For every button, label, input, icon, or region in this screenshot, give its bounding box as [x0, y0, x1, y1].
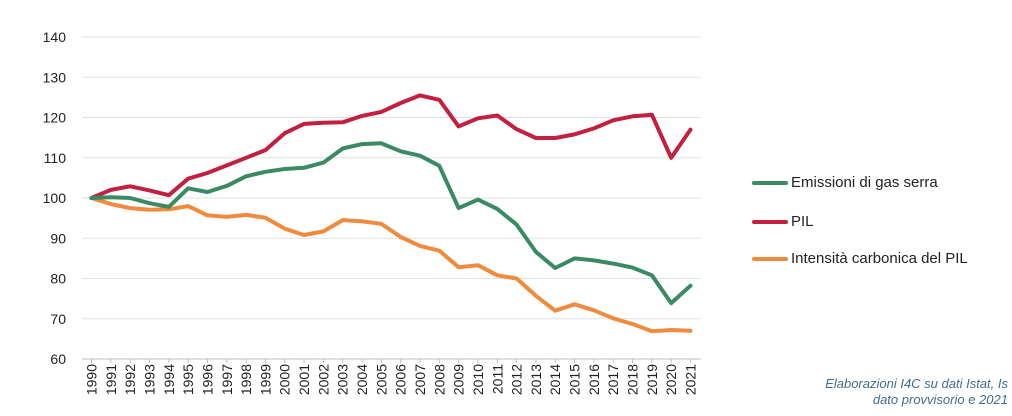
x-tick-label-1991: 1991 [103, 364, 119, 395]
x-tick-label-1999: 1999 [257, 364, 273, 395]
x-tick-label-1996: 1996 [199, 364, 215, 395]
x-tick-label-2013: 2013 [528, 364, 544, 395]
legend-label-intensita: Intensità carbonica del PIL [791, 250, 968, 267]
series-line-1 [89, 93, 693, 200]
y-tick-label-130: 130 [43, 69, 67, 85]
y-tick-label-70: 70 [50, 311, 66, 327]
x-tick-label-2014: 2014 [547, 364, 563, 395]
x-tick-label-2020: 2020 [663, 364, 679, 395]
y-tick-label-90: 90 [50, 230, 66, 246]
x-axis: 1990 1991 1992 1993 1994 1995 1996 1997 1998 1999… [84, 359, 699, 395]
x-tick-label-2003: 2003 [335, 364, 351, 395]
x-tick-label-1990: 1990 [84, 364, 100, 395]
legend-swatch-emissioni [752, 180, 788, 185]
source-note-line2: dato provvisorio e 2021 [872, 392, 1008, 407]
y-tick-label-100: 100 [43, 190, 67, 206]
x-tick-label-2000: 2000 [277, 364, 293, 395]
legend-swatch-intensita [752, 256, 788, 261]
x-tick-label-1992: 1992 [122, 364, 138, 395]
legend-label-pil: PIL [791, 213, 814, 230]
x-tick-label-2019: 2019 [644, 364, 660, 395]
x-tick-label-2008: 2008 [431, 364, 447, 395]
x-tick-label-2006: 2006 [393, 364, 409, 395]
legend-label-emissioni: Emissioni di gas serra [791, 174, 938, 191]
series-line-0 [89, 141, 693, 306]
legend-item-intensita: Intensità carbonica del PIL [752, 250, 968, 267]
x-tick-label-2002: 2002 [315, 364, 331, 395]
legend-item-emissioni: Emissioni di gas serra [752, 174, 938, 191]
legend-swatch-pil [752, 219, 788, 224]
x-tick-label-2021: 2021 [683, 364, 699, 395]
x-tick-label-1994: 1994 [161, 364, 177, 395]
x-tick-label-2017: 2017 [605, 364, 621, 395]
x-tick-label-1997: 1997 [219, 364, 235, 395]
y-tick-label-110: 110 [44, 150, 67, 166]
x-tick-label-2010: 2010 [470, 364, 486, 395]
y-tick-label-140: 140 [43, 29, 67, 45]
x-tick-label-1998: 1998 [238, 364, 254, 395]
x-tick-label-2016: 2016 [586, 364, 602, 395]
source-note: Elaborazioni I4C su dati Istat, Is dato … [728, 376, 1008, 408]
series-line-2 [89, 196, 693, 334]
gridlines [82, 36, 701, 360]
x-tick-label-2018: 2018 [625, 364, 641, 395]
y-tick-label-80: 80 [50, 271, 66, 287]
x-tick-label-2007: 2007 [412, 364, 428, 395]
x-tick-label-2001: 2001 [296, 364, 312, 395]
x-tick-label-2012: 2012 [509, 364, 525, 395]
x-tick-label-2011: 2011 [489, 364, 505, 394]
x-tick-label-2004: 2004 [354, 364, 370, 395]
y-axis-ticks: 60 70 80 90 100 110 120 130 140 [43, 29, 67, 367]
series-lines [89, 93, 693, 334]
x-tick-label-1993: 1993 [141, 364, 157, 395]
x-tick-label-2005: 2005 [373, 364, 389, 395]
y-tick-label-120: 120 [43, 110, 67, 126]
source-note-line1: Elaborazioni I4C su dati Istat, Is [825, 376, 1008, 391]
x-tick-label-2009: 2009 [451, 364, 467, 395]
x-tick-label-1995: 1995 [180, 364, 196, 395]
legend-item-pil: PIL [752, 213, 814, 230]
x-tick-label-2015: 2015 [567, 364, 583, 395]
y-tick-label-60: 60 [50, 351, 66, 367]
